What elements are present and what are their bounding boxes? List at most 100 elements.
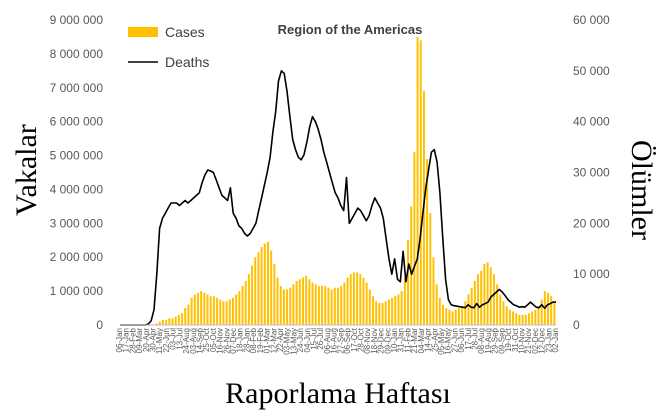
x-tick-label: 24-Aug	[182, 328, 191, 354]
y-axis-left-title: Vakalar	[10, 124, 43, 216]
x-tick-label: 07-Dec	[229, 328, 238, 354]
cases-bar	[286, 289, 289, 325]
cases-bar	[244, 280, 247, 325]
chart-title: Region of the Americas	[278, 22, 423, 37]
x-tick-label: 13-Jul	[175, 328, 184, 350]
cases-bar	[365, 282, 368, 325]
cases-bar	[451, 311, 454, 325]
x-tick-label: 02-Jan	[551, 328, 560, 352]
cases-bar	[181, 313, 184, 325]
cases-bar	[337, 287, 339, 325]
cases-bar	[295, 280, 298, 325]
cases-bar	[454, 309, 457, 325]
x-axis-title: Raporlama Haftası	[225, 377, 451, 410]
cases-bar	[381, 302, 384, 325]
legend: Cases Deaths	[128, 24, 209, 70]
x-tick-label: 28-Oct	[357, 327, 366, 352]
x-tick-label: 14-Apr	[424, 328, 433, 352]
x-tick-label: 22-Apr	[276, 328, 285, 352]
x-tick-label: 05-May	[437, 328, 446, 355]
x-tick-label: 27-Jun	[450, 328, 459, 352]
x-tick-label: 16-Aug	[330, 328, 339, 354]
y-right-tick-label: 10 000	[573, 267, 610, 281]
cases-bar	[435, 284, 438, 325]
x-tick-label: 24-Jun	[296, 328, 305, 352]
cases-bar	[171, 318, 174, 325]
cases-bar	[349, 274, 352, 325]
cases-bar	[292, 284, 295, 325]
x-tick-label: 21-Nov	[524, 328, 533, 354]
cases-bar	[553, 301, 556, 325]
cases-bar	[260, 247, 263, 325]
cases-bar	[368, 289, 371, 325]
x-tick-label: 03-May	[283, 328, 292, 355]
cases-bar	[177, 314, 180, 325]
cases-bar	[477, 274, 480, 325]
cases-bar	[196, 292, 199, 325]
x-tick-label: 20-Apr	[142, 328, 151, 352]
cases-bar	[203, 292, 206, 325]
x-tick-label: 31-Jan	[397, 328, 406, 352]
cases-bar	[527, 313, 530, 325]
x-tick-label: 16-Nov	[216, 328, 225, 354]
cases-bar	[289, 287, 292, 325]
cases-bar	[515, 313, 518, 325]
y-right-tick-label: 20 000	[573, 216, 610, 230]
x-tick-label: 28-Feb	[128, 327, 137, 353]
x-tick-label: 23-Jan	[544, 328, 553, 352]
x-tick-label: 10-Jan	[390, 328, 399, 352]
x-tick-label: 17-Jan	[122, 328, 131, 352]
cases-bar	[502, 301, 505, 325]
x-tick-label: 16-May	[444, 328, 453, 355]
x-tick-label: 12-Mar	[269, 328, 278, 354]
cases-bar	[540, 299, 543, 325]
cases-bar	[429, 213, 432, 325]
x-tick-label: 12-Dec	[538, 328, 547, 354]
x-tick-label: 03-Aug	[189, 328, 198, 354]
cases-bar	[279, 286, 282, 325]
x-tick-label: 28-Jan	[242, 328, 251, 352]
y-left-tick-label: 8 000 000	[50, 47, 104, 61]
cases-bar	[251, 265, 254, 325]
cases-bar	[547, 292, 550, 325]
cases-bar	[206, 294, 209, 325]
x-tick-label: 11-May	[155, 328, 164, 354]
cases-bar	[461, 306, 464, 325]
x-tick-label: 04-Jun	[303, 328, 312, 352]
cases-bar	[282, 289, 285, 325]
x-axis-ticks: 06-Jan17-Jan28-Feb09-Mar20-Apr30-Apr11-M…	[115, 327, 560, 354]
cases-bar	[216, 297, 219, 325]
cases-bar	[521, 314, 524, 325]
cases-bar	[442, 304, 445, 325]
x-tick-label: 22-Jun	[162, 328, 171, 352]
cases-bar	[193, 294, 196, 325]
deaths-line-layer	[120, 70, 556, 326]
cases-bar	[305, 275, 308, 325]
cases-bar	[397, 294, 400, 325]
cases-bar	[387, 299, 390, 325]
cases-bar	[219, 299, 222, 325]
x-tick-label: 09-Dec	[383, 328, 392, 354]
y-left-tick-label: 6 000 000	[50, 115, 104, 129]
x-tick-label: 27-Sep	[336, 327, 345, 353]
cases-bar	[445, 308, 448, 325]
cases-bar	[222, 301, 225, 325]
cases-bar	[480, 270, 483, 325]
x-tick-label: 19-Oct	[504, 327, 513, 352]
x-tick-label: 04-Mar	[417, 328, 426, 354]
cases-bar	[346, 277, 349, 325]
cases-bars	[152, 36, 556, 326]
legend-deaths-label: Deaths	[165, 54, 209, 70]
cases-bar	[161, 319, 164, 325]
x-tick-label: 08-Nov	[363, 328, 372, 354]
cases-bar	[550, 296, 553, 325]
cases-bar	[524, 314, 527, 325]
cases-bar	[464, 301, 467, 325]
cases-bar	[508, 309, 511, 325]
cases-bar	[228, 299, 231, 325]
cases-bar	[499, 294, 502, 325]
x-tick-label: 19-Feb	[256, 327, 265, 353]
x-tick-label: 06-Aug	[323, 328, 332, 354]
y-axis-right-title: Ölümler	[625, 140, 658, 240]
